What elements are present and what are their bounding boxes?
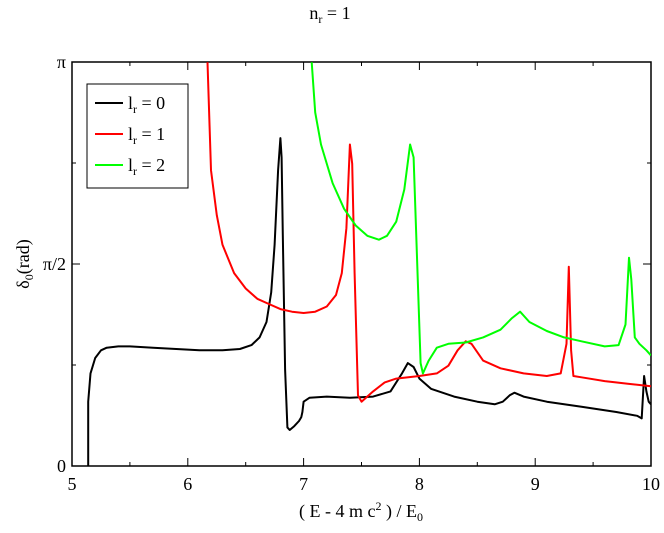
legend-label-lr0: lr = 0 [128, 93, 165, 116]
y-tick-label: 0 [57, 456, 66, 476]
chart-title: nr = 1 [309, 3, 350, 26]
y-axis-label: δ0(rad) [13, 239, 36, 288]
series-line-lr1 [206, 62, 651, 403]
x-tick-label: 8 [415, 474, 424, 494]
legend-label-lr1: lr = 1 [128, 124, 165, 147]
legend-label-lr2: lr = 2 [128, 155, 165, 178]
ticks-layer: 5 6 7 8 9 10 0 π/2 π [43, 52, 660, 494]
y-tick-label: π [57, 52, 66, 72]
series-line-lr2 [310, 62, 651, 375]
x-tick-label: 6 [183, 474, 192, 494]
legend-box [86, 83, 189, 189]
x-tick-label: 9 [531, 474, 540, 494]
series-layer [87, 62, 651, 466]
x-axis-label: ( E - 4 m c2 ) / E0 [299, 499, 423, 524]
series-line-lr0 [87, 137, 651, 466]
y-tick-label: π/2 [43, 254, 66, 274]
x-tick-label: 10 [642, 474, 660, 494]
x-tick-label: 5 [68, 474, 77, 494]
x-tick-label: 7 [299, 474, 308, 494]
legend: lr = 0 lr = 1 lr = 2 [86, 83, 189, 189]
